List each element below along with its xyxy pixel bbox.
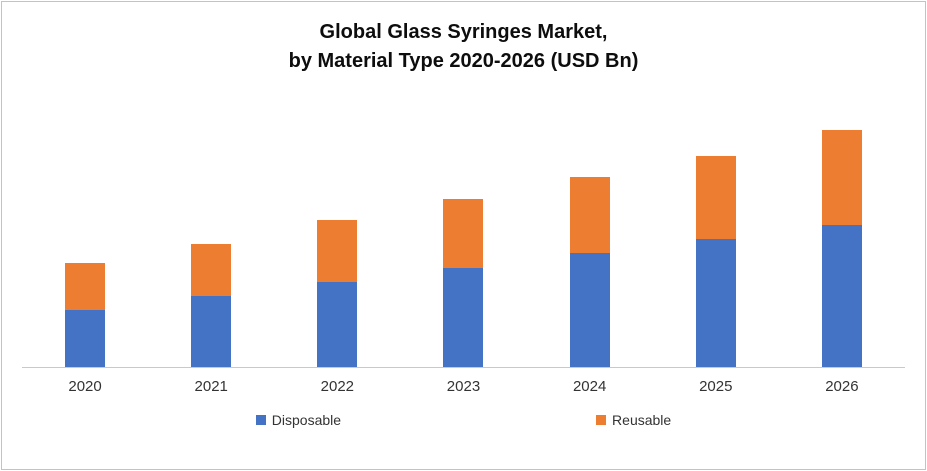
bar-group-2024 bbox=[527, 102, 653, 367]
chart-title-line2: by Material Type 2020-2026 (USD Bn) bbox=[288, 50, 639, 72]
bar-segment-reusable bbox=[317, 220, 358, 282]
x-axis-label-2026: 2026 bbox=[825, 377, 859, 395]
bar-segment-reusable bbox=[443, 199, 484, 268]
x-axis-label-2025: 2025 bbox=[699, 377, 733, 395]
bar-group-2020 bbox=[22, 102, 148, 367]
bar-segment-reusable bbox=[569, 177, 610, 253]
bar-segment-disposable bbox=[191, 296, 232, 367]
legend: Disposable Reusable bbox=[22, 404, 905, 438]
bar-segment-disposable bbox=[821, 225, 862, 367]
bar-stack bbox=[317, 220, 358, 367]
bar-segment-disposable bbox=[569, 253, 610, 367]
plot-area bbox=[22, 102, 905, 368]
bar-stack bbox=[821, 130, 862, 367]
bar-segment-reusable bbox=[695, 156, 736, 239]
legend-item-disposable: Disposable bbox=[255, 412, 342, 428]
bar-segment-disposable bbox=[443, 268, 484, 367]
bar-segment-reusable bbox=[65, 263, 106, 310]
bar-stack bbox=[569, 177, 610, 367]
legend-swatch-icon bbox=[255, 415, 266, 425]
bar-group-2025 bbox=[653, 102, 779, 367]
x-axis-label-2023: 2023 bbox=[446, 377, 481, 395]
bar-group-2026 bbox=[779, 102, 905, 367]
legend-item-reusable: Reusable bbox=[596, 412, 671, 428]
bar-stack bbox=[443, 199, 484, 367]
bar-segment-reusable bbox=[191, 244, 232, 296]
bar-stack bbox=[695, 156, 736, 367]
x-axis-label-2022: 2022 bbox=[320, 377, 355, 395]
legend-swatch-icon bbox=[596, 415, 607, 425]
bar-group-2022 bbox=[274, 102, 400, 367]
bar-segment-reusable bbox=[821, 130, 862, 225]
x-axis-label-2021: 2021 bbox=[194, 377, 228, 395]
bar-segment-disposable bbox=[695, 239, 736, 367]
bar-stack bbox=[191, 244, 232, 367]
x-axis-label-2020: 2020 bbox=[68, 377, 102, 395]
x-axis-label-2024: 2024 bbox=[572, 377, 607, 395]
chart-title: Global Glass Syringes Market, by Materia… bbox=[22, 18, 905, 76]
bar-group-2023 bbox=[400, 102, 526, 367]
legend-label: Disposable bbox=[271, 412, 342, 428]
bar-stack bbox=[65, 263, 106, 367]
bar-segment-disposable bbox=[317, 282, 358, 367]
bar-group-2021 bbox=[148, 102, 274, 367]
x-axis-labels: 2020 2021 2022 2023 2024 2025 2026 bbox=[22, 368, 905, 404]
legend-label: Reusable bbox=[612, 412, 672, 428]
bar-segment-disposable bbox=[65, 310, 106, 367]
chart-title-line1: Global Glass Syringes Market, bbox=[319, 21, 608, 43]
